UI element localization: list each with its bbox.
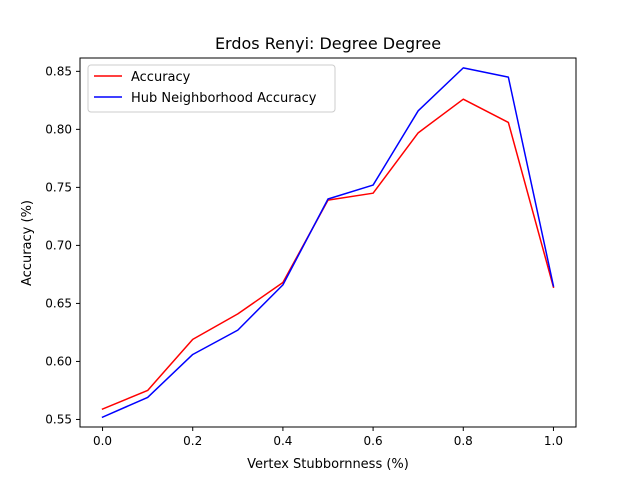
y-tick-label: 0.60 (45, 354, 72, 368)
x-tick-label: 0.8 (454, 434, 473, 448)
y-tick-label: 0.75 (45, 180, 72, 194)
x-tick-label: 0.6 (364, 434, 383, 448)
legend-label-accuracy: Accuracy (131, 70, 191, 85)
x-tick-label: 0.4 (273, 434, 292, 448)
x-tick-label: 0.0 (93, 434, 112, 448)
y-tick-label: 0.80 (45, 122, 72, 136)
y-axis-label: Accuracy (%) (20, 200, 35, 286)
y-tick-label: 0.85 (45, 64, 72, 78)
x-tick-label: 0.2 (183, 434, 202, 448)
legend-label-hub-neighborhood-accuracy: Hub Neighborhood Accuracy (131, 91, 317, 106)
plot-area (79, 57, 577, 428)
chart-title: Erdos Renyi: Degree Degree (215, 34, 441, 53)
y-tick-label: 0.55 (45, 412, 72, 426)
y-tick-label: 0.70 (45, 238, 72, 252)
y-tick-label: 0.65 (45, 296, 72, 310)
plot-frame (79, 57, 577, 428)
series-line-hub-neighborhood-accuracy (101, 67, 555, 419)
y-axis: 0.55 0.60 0.65 0.70 0.75 0.80 0.85 (45, 64, 80, 426)
x-axis: 0.0 0.2 0.4 0.6 0.8 1.0 (93, 427, 563, 448)
series-layer (101, 67, 555, 419)
legend: Accuracy Hub Neighborhood Accuracy (87, 64, 336, 113)
x-tick-label: 1.0 (544, 434, 563, 448)
legend-frame (87, 64, 336, 113)
x-axis-label: Vertex Stubbornness (%) (247, 457, 409, 472)
